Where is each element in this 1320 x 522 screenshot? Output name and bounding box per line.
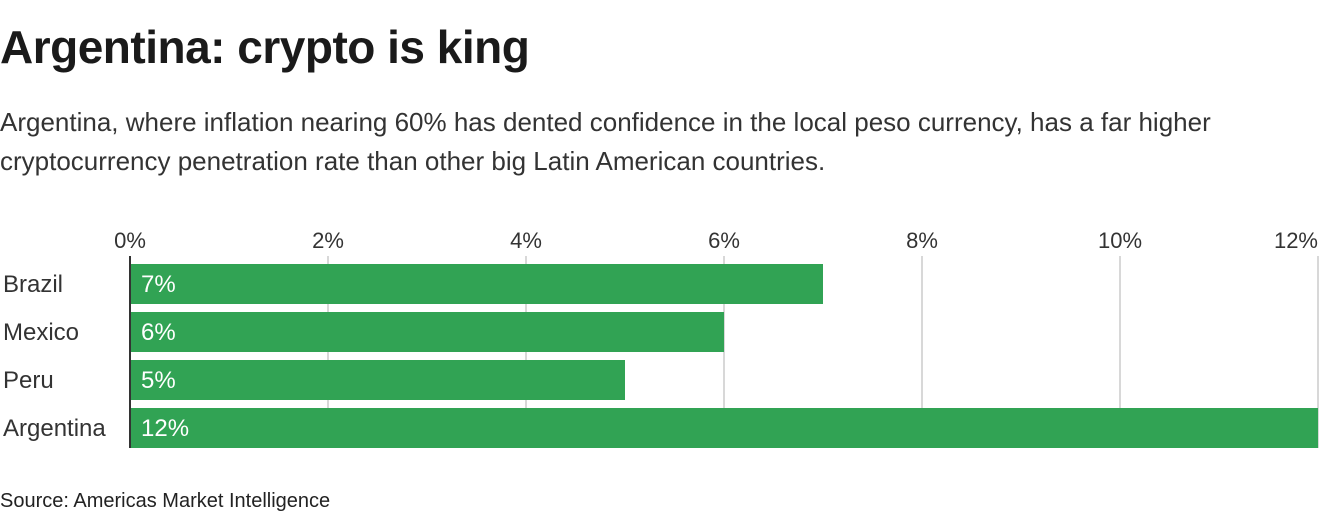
bar-brazil (130, 264, 823, 304)
bar-peru (130, 360, 625, 400)
bar-value-label: 12% (141, 415, 189, 442)
bar-value-label: 5% (141, 367, 176, 394)
x-tick-label: 0% (114, 228, 146, 253)
x-tick-label: 4% (510, 228, 542, 253)
bar-value-label: 7% (141, 271, 176, 298)
chart-subtitle: Argentina, where inflation nearing 60% h… (0, 107, 1211, 176)
source-note: Source: Americas Market Intelligence (0, 490, 331, 512)
x-tick-label: 10% (1098, 228, 1142, 253)
category-label: Peru (3, 367, 54, 394)
x-tick-label: 12% (1274, 228, 1318, 253)
category-label: Argentina (3, 415, 106, 442)
x-tick-label: 6% (708, 228, 740, 253)
bar-value-label: 6% (141, 319, 176, 346)
chart-title: Argentina: crypto is king (0, 21, 530, 73)
bar-chart-svg: 0% 2% 4% 6% 8% 10% 12% Brazil 7% Mexico 6% Peru 5% Ar… (3, 228, 1319, 448)
bar-mexico (130, 312, 724, 352)
bar-chart: 0% 2% 4% 6% 8% 10% 12% Brazil 7% Mexico 6% Peru 5% Ar… (0, 218, 1320, 458)
x-tick-label: 2% (312, 228, 344, 253)
category-label: Brazil (3, 271, 63, 298)
category-label: Mexico (3, 319, 79, 346)
bar-argentina (130, 408, 1318, 448)
x-tick-label: 8% (906, 228, 938, 253)
